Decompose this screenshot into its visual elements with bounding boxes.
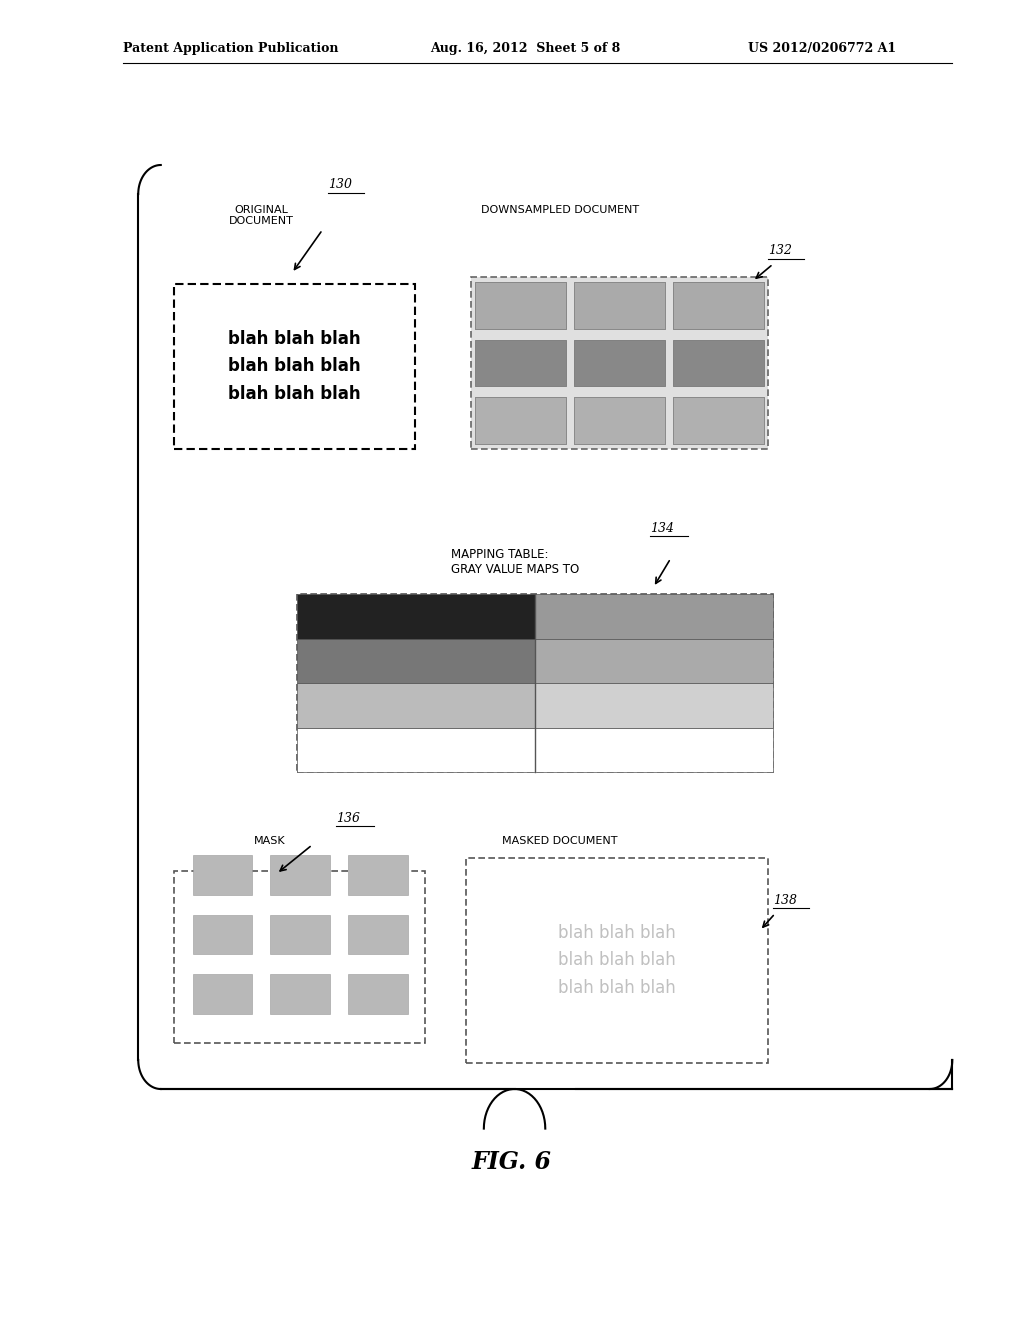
Bar <box>471 277 768 449</box>
Bar <box>297 684 535 727</box>
Bar <box>270 855 330 895</box>
Text: blah blah blah
blah blah blah
blah blah blah: blah blah blah blah blah blah blah blah … <box>558 924 676 997</box>
Text: blah blah blah
blah blah blah
blah blah blah: blah blah blah blah blah blah blah blah … <box>228 330 360 403</box>
Text: 134: 134 <box>650 521 674 535</box>
Text: FIG. 6: FIG. 6 <box>472 1150 552 1173</box>
Bar <box>574 397 665 444</box>
Bar <box>535 727 773 772</box>
Bar <box>574 339 665 387</box>
Bar <box>348 915 408 954</box>
Bar <box>475 282 566 329</box>
Bar <box>297 727 535 772</box>
Text: 138: 138 <box>773 894 797 907</box>
Bar <box>673 397 764 444</box>
Bar <box>475 397 566 444</box>
Bar <box>535 594 773 639</box>
Bar <box>270 915 330 954</box>
Bar <box>673 282 764 329</box>
Bar <box>535 684 773 727</box>
Bar <box>475 339 566 387</box>
Text: Aug. 16, 2012  Sheet 5 of 8: Aug. 16, 2012 Sheet 5 of 8 <box>430 42 621 55</box>
Text: 136: 136 <box>336 812 359 825</box>
Bar <box>174 871 425 1043</box>
Text: MAPPING TABLE:
GRAY VALUE MAPS TO: MAPPING TABLE: GRAY VALUE MAPS TO <box>451 548 579 576</box>
Bar <box>535 639 773 684</box>
Bar <box>475 397 566 444</box>
Bar <box>297 594 535 639</box>
Bar <box>574 339 665 387</box>
Bar <box>673 339 764 387</box>
Bar <box>475 339 566 387</box>
Bar <box>466 858 768 1063</box>
Text: 132: 132 <box>768 244 792 257</box>
Bar <box>348 855 408 895</box>
Bar <box>193 855 252 895</box>
Bar <box>475 282 566 329</box>
Text: ORIGINAL
DOCUMENT: ORIGINAL DOCUMENT <box>228 205 294 226</box>
Text: 130: 130 <box>328 178 351 191</box>
Bar <box>574 282 665 329</box>
Text: MASK: MASK <box>254 836 286 846</box>
Bar <box>174 284 415 449</box>
Bar <box>673 339 764 387</box>
Bar <box>574 282 665 329</box>
Bar <box>193 974 252 1014</box>
Bar <box>348 974 408 1014</box>
Bar <box>673 282 764 329</box>
Text: US 2012/0206772 A1: US 2012/0206772 A1 <box>748 42 896 55</box>
Bar <box>193 915 252 954</box>
Text: DOWNSAMPLED DOCUMENT: DOWNSAMPLED DOCUMENT <box>481 205 639 215</box>
Bar <box>297 594 773 772</box>
Bar <box>673 397 764 444</box>
Text: Patent Application Publication: Patent Application Publication <box>123 42 338 55</box>
Text: MASKED DOCUMENT: MASKED DOCUMENT <box>502 836 617 846</box>
Bar <box>297 639 535 684</box>
Bar <box>270 974 330 1014</box>
Bar <box>574 397 665 444</box>
